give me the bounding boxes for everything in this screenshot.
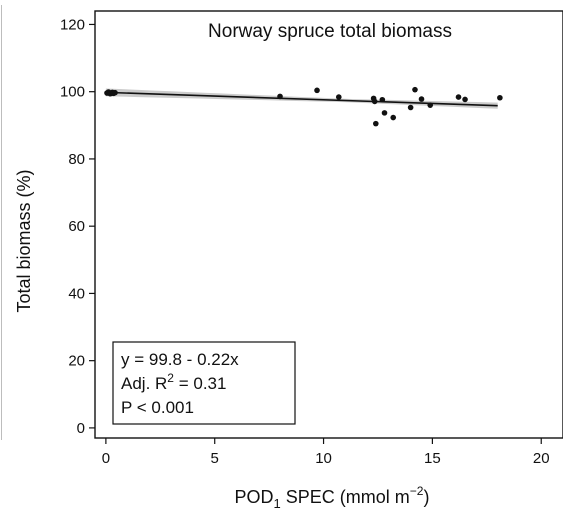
- data-point-6: [277, 93, 283, 100]
- adjusted-r-squared-sup: 2: [167, 371, 174, 385]
- x-axis-title: POD1 SPEC (mmol m−2): [235, 484, 430, 511]
- data-point-13: [381, 110, 388, 116]
- x-axis-title-subscript: 1: [274, 496, 281, 511]
- data-point-15: [407, 104, 414, 111]
- y-tick-label-80: 80: [68, 151, 85, 168]
- x-axis-ticks: 0 5 10 15 20: [102, 438, 550, 467]
- data-point-10: [371, 98, 378, 105]
- x-axis-title-close: ): [423, 487, 429, 507]
- p-value: P < 0.001: [121, 398, 194, 417]
- data-points-layer: [104, 86, 503, 127]
- y-tick-label-120: 120: [60, 16, 85, 33]
- x-axis-title-superscript: −2: [410, 484, 424, 498]
- data-point-8: [335, 94, 342, 100]
- adjusted-r-squared-label: Adj. R: [121, 374, 167, 393]
- plot-frame: [94, 10, 563, 439]
- data-point-21: [497, 94, 503, 101]
- data-point-18: [427, 102, 434, 108]
- y-tick-label-0: 0: [77, 420, 85, 437]
- chart-title: Norway spruce total biomass: [208, 21, 452, 42]
- stats-box: y = 99.8 - 0.22x Adj. R2 = 0.31 P < 0.00…: [112, 341, 296, 425]
- data-point-14: [390, 114, 397, 121]
- adjusted-r-squared-value: = 0.31: [174, 374, 226, 393]
- regression-line: [105, 91, 498, 107]
- data-point-11: [373, 120, 379, 127]
- data-point-19: [455, 94, 462, 100]
- adjusted-r-squared: Adj. R2 = 0.31: [121, 371, 226, 393]
- stats-box-frame: [112, 341, 296, 425]
- x-axis-title-main: POD: [235, 487, 274, 507]
- x-tick-label-0: 0: [102, 450, 110, 467]
- data-point-12: [379, 96, 386, 103]
- y-tick-label-20: 20: [68, 353, 85, 370]
- y-axis-ticks: 0 20 40 60 80 100 120: [60, 16, 95, 437]
- regression-equation: y = 99.8 - 0.22x: [121, 350, 239, 369]
- x-tick-label-20: 20: [533, 450, 550, 467]
- data-point-7: [314, 87, 320, 94]
- y-axis-title: Total biomass (%): [14, 169, 34, 312]
- data-point-20: [462, 96, 468, 103]
- data-point-5: [112, 89, 118, 96]
- y-tick-label-60: 60: [68, 218, 85, 235]
- x-axis-title-rest: SPEC (mmol m: [281, 487, 410, 507]
- data-point-16: [412, 86, 418, 93]
- x-tick-label-10: 10: [315, 450, 332, 467]
- data-point-17: [418, 96, 425, 102]
- x-tick-label-5: 5: [211, 450, 219, 467]
- y-tick-label-100: 100: [60, 84, 85, 101]
- y-tick-label-40: 40: [68, 285, 85, 302]
- regression-line-layer: [105, 91, 498, 107]
- x-tick-label-15: 15: [424, 450, 441, 467]
